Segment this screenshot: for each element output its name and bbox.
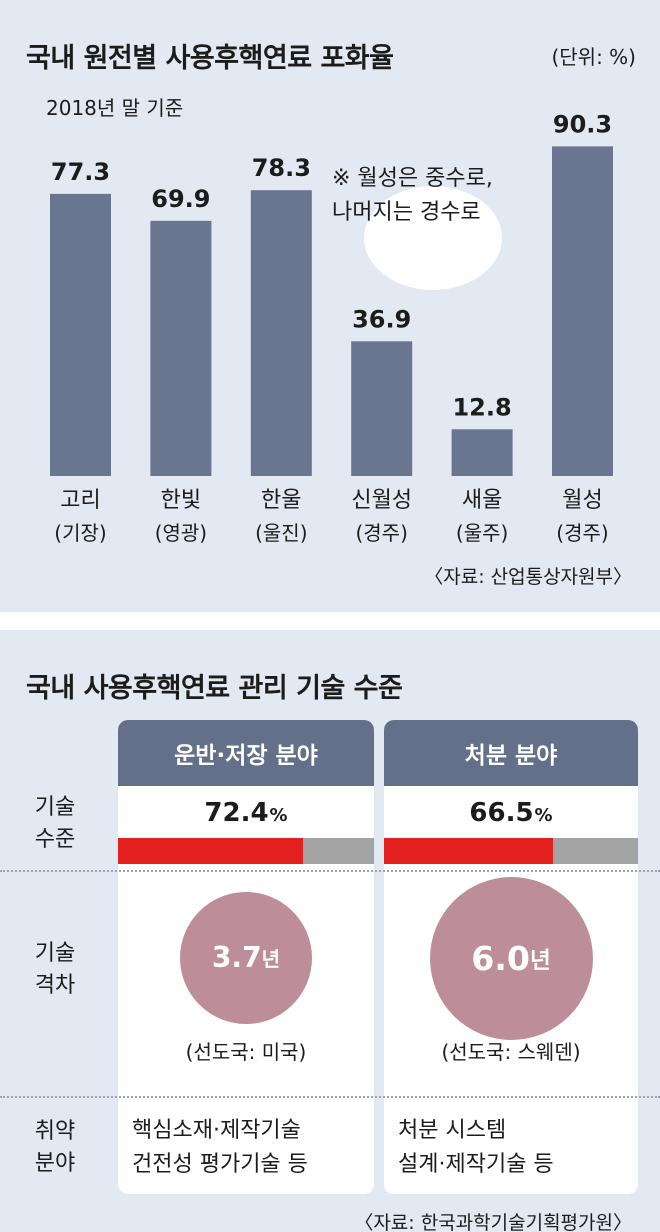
category-location-label: (울주)	[456, 521, 508, 545]
tech-level-bar	[384, 838, 638, 864]
weak-area-line: 건전성 평가기술 등	[132, 1152, 308, 1177]
panel-divider	[0, 612, 660, 630]
bar-한빛	[150, 220, 212, 476]
category-label: 새울	[462, 488, 502, 513]
weak-area-line: 설계·제작기술 등	[398, 1152, 554, 1177]
weak-area-line: 핵심소재·제작기술	[132, 1118, 301, 1143]
category-location-label: (기장)	[54, 521, 106, 545]
bar-value-label: 36.9	[352, 305, 411, 333]
bar-월성	[552, 146, 613, 476]
tech-level-fill	[384, 838, 553, 864]
leading-country: (선도국: 스웨덴)	[441, 1040, 581, 1064]
row-label-line: 취약	[34, 1119, 76, 1144]
tech-level-unit: %	[269, 805, 288, 826]
leading-country: (선도국: 미국)	[185, 1040, 307, 1064]
note-line-1: ※ 월성은 중수로,	[332, 166, 493, 191]
row-label-line: 분야	[34, 1151, 76, 1176]
row-label-tech-gap: 기술 격차	[0, 938, 110, 1002]
row-label-tech-level: 기술 수준	[0, 792, 110, 856]
tech-gap-unit: 년	[530, 947, 551, 974]
tech-level-value: 72.4%	[118, 798, 374, 828]
bar-새울	[451, 429, 513, 476]
row-label-line: 수준	[34, 827, 76, 852]
column-disposal: 66.5% 6.0 년 (선도국: 스웨덴) 처분 시스템 설계·제작기술 등	[384, 786, 638, 1194]
bar-value-label: 77.3	[51, 158, 110, 186]
weak-area-line: 처분 시스템	[398, 1118, 507, 1143]
bar-고리	[50, 193, 111, 477]
category-label: 한울	[261, 488, 301, 513]
category-location-label: (경주)	[355, 521, 407, 545]
column-header-transport-storage: 운반·저장 분야	[118, 720, 374, 786]
column-transport-storage: 72.4% 3.7 년 (선도국: 미국) 핵심소재·제작기술 건전성 평가기술 …	[118, 786, 374, 1194]
chart-basis-date: 2018년 말 기준	[46, 96, 184, 120]
column-header-disposal: 처분 분야	[384, 720, 638, 786]
row-separator	[0, 870, 660, 872]
row-label-weak-area: 취약 분야	[0, 1116, 110, 1180]
chart-unit: (단위: %)	[551, 45, 636, 69]
tech-gap-value: 3.7	[211, 941, 262, 975]
note-bubble	[364, 186, 502, 290]
bar-신월성	[351, 341, 413, 476]
tech-gap-circle: 6.0 년	[429, 876, 593, 1040]
tech-level-unit: %	[534, 805, 553, 826]
tech-title: 국내 사용후핵연료 관리 기술 수준	[26, 673, 403, 704]
saturation-chart-panel: 국내 원전별 사용후핵연료 포화율 (단위: %) 2018년 말 기준 77.…	[0, 0, 660, 612]
tech-level-fill	[118, 838, 304, 864]
tech-level-value: 66.5%	[384, 798, 638, 828]
tech-gap-value: 6.0	[471, 938, 530, 978]
chart-title: 국내 원전별 사용후핵연료 포화율	[26, 43, 394, 74]
note-line-2: 나머지는 경수로	[332, 200, 481, 225]
weak-area-text: 처분 시스템 설계·제작기술 등	[398, 1114, 554, 1182]
bar-value-label: 69.9	[151, 185, 210, 213]
tech-source: 〈자료: 한국과학기술기획평가원〉	[354, 1212, 632, 1232]
tech-gap-unit: 년	[261, 947, 281, 972]
category-location-label: (울진)	[255, 521, 307, 545]
category-label: 월성	[562, 488, 602, 513]
reactor-type-note: ※ 월성은 중수로, 나머지는 경수로	[332, 162, 493, 230]
category-label: 한빛	[161, 488, 201, 513]
row-label-line: 기술	[34, 941, 76, 966]
bar-value-label: 78.3	[252, 154, 311, 182]
weak-area-text: 핵심소재·제작기술 건전성 평가기술 등	[132, 1114, 308, 1182]
chart-source: 〈자료: 산업통상자원부〉	[424, 566, 632, 588]
row-label-line: 기술	[34, 795, 76, 820]
bar-한울	[250, 190, 312, 476]
bar-value-label: 12.8	[452, 393, 511, 421]
tech-level-bar	[118, 838, 374, 864]
row-label-line: 격차	[34, 973, 76, 998]
category-location-label: (경주)	[556, 521, 608, 545]
bar-chart: 77.3 고리 (기장) 69.9 한빛 (영광) 78.3 한울 (울진) 36.9 신월성 (경주…	[50, 110, 613, 545]
tech-level-number: 72.4	[204, 798, 269, 828]
tech-level-panel: 국내 사용후핵연료 관리 기술 수준 기술 수준 기술 격차 취약 분야 운반·…	[0, 630, 660, 1232]
category-label: 고리	[60, 488, 100, 513]
category-label: 신월성	[351, 488, 412, 513]
category-location-label: (영광)	[155, 521, 207, 545]
tech-gap-circle: 3.7 년	[180, 892, 312, 1024]
bar-value-label: 90.3	[553, 110, 612, 138]
tech-level-number: 66.5	[469, 798, 534, 828]
row-separator	[0, 1096, 660, 1098]
